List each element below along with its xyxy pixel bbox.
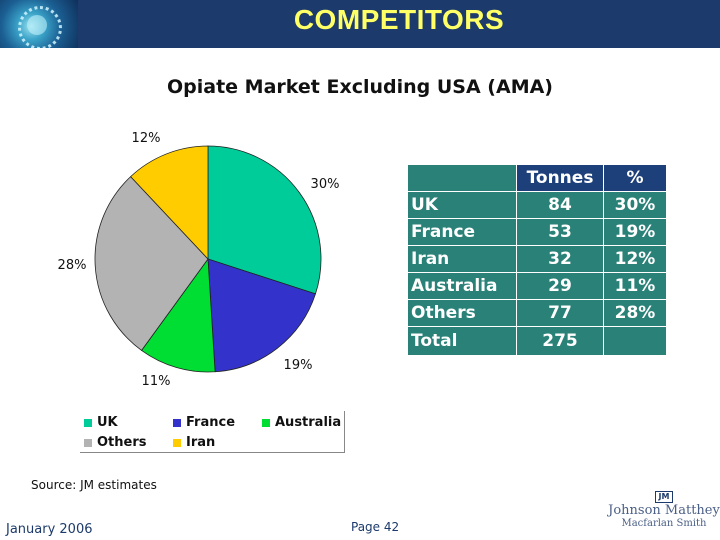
table-header-row: Tonnes % xyxy=(407,164,667,192)
footer-date: January 2006 xyxy=(6,522,93,537)
page-number: Page 42 xyxy=(351,520,400,534)
table-cell: 53 xyxy=(516,218,604,246)
company-logo: JM Johnson Matthey Macfarlan Smith xyxy=(608,484,720,529)
chart-legend: UK France Australia Others Iran xyxy=(80,411,345,453)
table-cell: Australia xyxy=(407,272,517,300)
pie-slice-others xyxy=(94,176,209,351)
header-image xyxy=(0,0,78,48)
legend-label: Iran xyxy=(186,435,216,450)
table-cell: Iran xyxy=(407,245,517,273)
logo-badge: JM xyxy=(654,491,674,503)
table-cell: 11% xyxy=(603,272,667,300)
table-cell: Others xyxy=(407,299,517,327)
table-cell: 28% xyxy=(603,299,667,327)
slide-title: COMPETITORS xyxy=(293,4,505,35)
legend-swatch xyxy=(173,418,181,427)
legend-swatch xyxy=(84,438,92,447)
pie-slice-france xyxy=(207,258,316,373)
table-cell: 29 xyxy=(516,272,604,300)
legend-item-france: France xyxy=(173,415,235,430)
logo-name: Johnson Matthey xyxy=(608,503,720,518)
table-cell: 12% xyxy=(603,245,667,273)
legend-label: Others xyxy=(97,435,147,450)
legend-label: UK xyxy=(97,415,118,430)
legend-item-iran: Iran xyxy=(173,435,215,450)
table-row: Australia 29 11% xyxy=(407,272,667,300)
legend-swatch xyxy=(84,418,92,427)
pie-label-australia: 11% xyxy=(142,374,171,389)
pie-label-iran: 12% xyxy=(132,131,161,146)
table-cell: 30% xyxy=(603,191,667,219)
market-share-table: Tonnes % UK 84 30% France 53 19% Iran 32… xyxy=(407,164,667,356)
table-header-cell: Tonnes xyxy=(516,164,604,192)
pie-slice-iran xyxy=(130,145,209,261)
table-cell: France xyxy=(407,218,517,246)
table-row: UK 84 30% xyxy=(407,191,667,219)
pie-slice-australia xyxy=(141,257,216,373)
pie-slice-uk xyxy=(207,145,322,295)
table-cell: 32 xyxy=(516,245,604,273)
logo-subname: Macfarlan Smith xyxy=(621,518,707,529)
table-cell: 84 xyxy=(516,191,604,219)
chart-title: Opiate Market Excluding USA (AMA) xyxy=(167,76,553,98)
source-note: Source: JM estimates xyxy=(31,478,157,492)
table-cell: Total xyxy=(407,326,517,356)
header-bar: COMPETITORS xyxy=(0,0,720,48)
table-row: Others 77 28% xyxy=(407,299,667,327)
table-cell: 275 xyxy=(516,326,604,356)
legend-swatch xyxy=(173,438,181,447)
legend-item-others: Others xyxy=(84,435,147,450)
table-cell xyxy=(603,326,667,356)
table-cell: 19% xyxy=(603,218,667,246)
legend-label: France xyxy=(186,415,236,430)
table-header-cell xyxy=(407,164,517,192)
legend-label: Australia xyxy=(275,415,342,430)
legend-swatch xyxy=(262,418,270,427)
table-cell: UK xyxy=(407,191,517,219)
table-row: Iran 32 12% xyxy=(407,245,667,273)
pie-label-others: 28% xyxy=(58,258,87,273)
pie-label-uk: 30% xyxy=(311,177,340,192)
table-total-row: Total 275 xyxy=(407,326,667,356)
table-row: France 53 19% xyxy=(407,218,667,246)
pie-label-france: 19% xyxy=(284,358,313,373)
table-cell: 77 xyxy=(516,299,604,327)
table-header-cell: % xyxy=(603,164,667,192)
legend-item-uk: UK xyxy=(84,415,118,430)
legend-item-australia: Australia xyxy=(262,415,341,430)
